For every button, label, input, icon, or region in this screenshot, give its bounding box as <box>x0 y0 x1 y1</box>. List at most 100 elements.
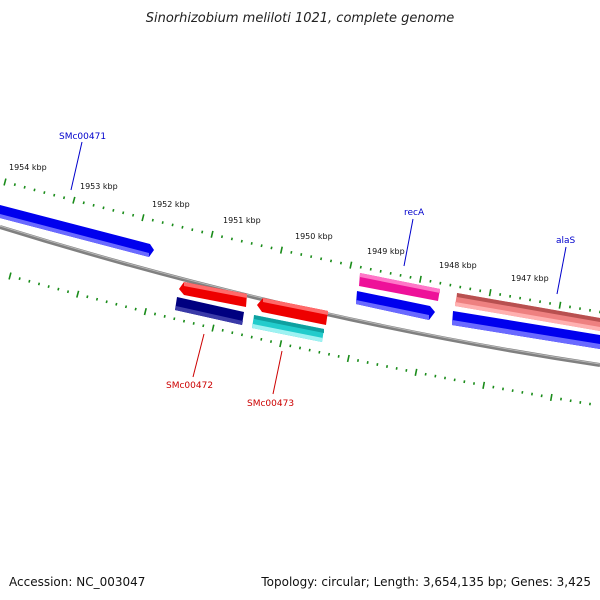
inner-major-tick <box>346 354 350 363</box>
outer-minor-tick <box>43 191 46 195</box>
gene-label-alaS[interactable]: alaS <box>556 236 576 246</box>
outer-minor-tick <box>320 257 323 261</box>
outer-minor-tick <box>102 206 105 210</box>
outer-minor-tick <box>499 293 502 296</box>
outer-minor-tick <box>220 235 224 239</box>
inner-minor-tick <box>57 287 60 291</box>
outer-minor-tick <box>459 285 462 289</box>
inner-minor-tick <box>463 380 466 384</box>
outer-major-tick <box>141 214 145 222</box>
outer-minor-tick <box>469 287 472 291</box>
inner-minor-tick <box>289 344 292 348</box>
tick-labels: 1954 kbp 1953 kbp 1952 kbp 1951 kbp 1950… <box>9 163 549 283</box>
outer-minor-tick <box>339 261 342 265</box>
outer-major-tick <box>349 261 353 269</box>
outer-minor-tick <box>379 269 382 273</box>
gene-feature-recA-cds[interactable] <box>356 291 435 320</box>
inner-major-tick <box>279 340 283 348</box>
inner-minor-tick <box>124 305 128 309</box>
outer-minor-tick <box>13 183 16 187</box>
inner-major-tick <box>414 368 418 376</box>
outer-minor-tick <box>539 300 542 304</box>
outer-minor-tick <box>161 221 164 224</box>
outer-major-tick <box>72 196 76 204</box>
inner-minor-tick <box>221 328 224 332</box>
inner-minor-tick <box>105 300 108 304</box>
gene-feature-alaS-cds[interactable] <box>452 311 600 349</box>
outer-minor-tick <box>181 225 184 229</box>
leader-line-SMc00471 <box>70 141 83 191</box>
inner-minor-tick <box>366 361 369 364</box>
gene-feature-alaS[interactable] <box>455 293 600 331</box>
inner-minor-tick <box>269 340 273 343</box>
outer-minor-tick <box>270 246 273 250</box>
inner-minor-tick <box>86 295 89 299</box>
leader-line-recA <box>403 218 414 267</box>
inner-minor-tick <box>308 348 311 352</box>
outer-minor-tick <box>409 275 412 279</box>
tick-label-1948: 1948 kbp <box>439 261 477 270</box>
gene-label-SMc00472[interactable]: SMc00472 <box>166 381 213 391</box>
gene-feature-SMc00473[interactable] <box>257 298 328 325</box>
outer-minor-tick <box>359 265 362 269</box>
outer-minor-tick <box>399 273 402 277</box>
accession-text: Accession: NC_003047 <box>9 575 145 589</box>
inner-minor-tick <box>569 399 572 403</box>
tick-label-1947: 1947 kbp <box>511 274 549 283</box>
outer-minor-tick <box>369 267 372 271</box>
inner-minor-tick <box>47 285 50 289</box>
map-title: Sinorhizobium meliloti 1021, complete ge… <box>146 11 455 26</box>
outer-major-tick <box>210 230 214 238</box>
outer-minor-tick <box>122 211 125 215</box>
outer-major-tick <box>419 275 422 283</box>
inner-minor-tick <box>37 282 41 286</box>
gene-feature-recA[interactable] <box>359 273 440 301</box>
outer-minor-tick <box>112 208 115 212</box>
outer-major-tick <box>488 289 492 297</box>
outer-minor-tick <box>132 213 135 217</box>
gene-feature-SMc00472-cds[interactable] <box>175 297 244 325</box>
outer-minor-tick <box>240 239 243 243</box>
outer-minor-tick <box>449 283 452 287</box>
tick-label-1953: 1953 kbp <box>80 182 118 191</box>
outer-minor-tick <box>33 188 36 192</box>
inner-minor-tick <box>356 359 360 362</box>
leader-line-alaS <box>556 246 567 295</box>
inner-minor-tick <box>318 350 321 354</box>
outer-minor-tick <box>23 185 26 189</box>
inner-minor-tick <box>173 317 176 321</box>
gene-label-recA[interactable]: recA <box>404 208 425 218</box>
inner-minor-tick <box>337 354 340 358</box>
outer-minor-tick <box>329 259 333 263</box>
inner-minor-tick <box>250 335 253 339</box>
gene-label-SMc00473[interactable]: SMc00473 <box>247 399 294 409</box>
gene-feature-SMc00473-cds[interactable] <box>252 315 324 342</box>
outer-minor-tick <box>439 281 442 285</box>
inner-minor-tick <box>66 290 70 294</box>
inner-minor-tick <box>95 297 99 301</box>
gene-feature-SMc00472[interactable] <box>179 282 247 307</box>
inner-minor-tick <box>115 302 118 306</box>
inner-major-tick <box>143 308 147 316</box>
inner-minor-tick <box>327 352 331 356</box>
gene-label-SMc00471[interactable]: SMc00471 <box>59 132 106 142</box>
outer-minor-tick <box>201 230 204 234</box>
tick-label-1951: 1951 kbp <box>223 216 261 225</box>
outer-major-tick <box>558 301 562 309</box>
inner-minor-tick <box>453 378 456 382</box>
inner-minor-tick <box>240 333 244 337</box>
outer-minor-tick <box>62 196 66 200</box>
outer-minor-tick <box>389 271 392 275</box>
inner-minor-tick <box>434 374 437 378</box>
outer-minor-tick <box>191 228 194 232</box>
inner-minor-tick <box>260 337 263 341</box>
outer-minor-tick <box>290 250 293 254</box>
outer-minor-tick <box>230 237 233 241</box>
inner-minor-tick <box>231 331 234 335</box>
outer-major-tick <box>3 178 7 186</box>
inner-minor-tick <box>521 390 524 394</box>
inner-minor-tick <box>492 385 495 389</box>
gene-feature-SMc00471[interactable] <box>0 205 154 257</box>
inner-minor-tick <box>376 363 379 366</box>
